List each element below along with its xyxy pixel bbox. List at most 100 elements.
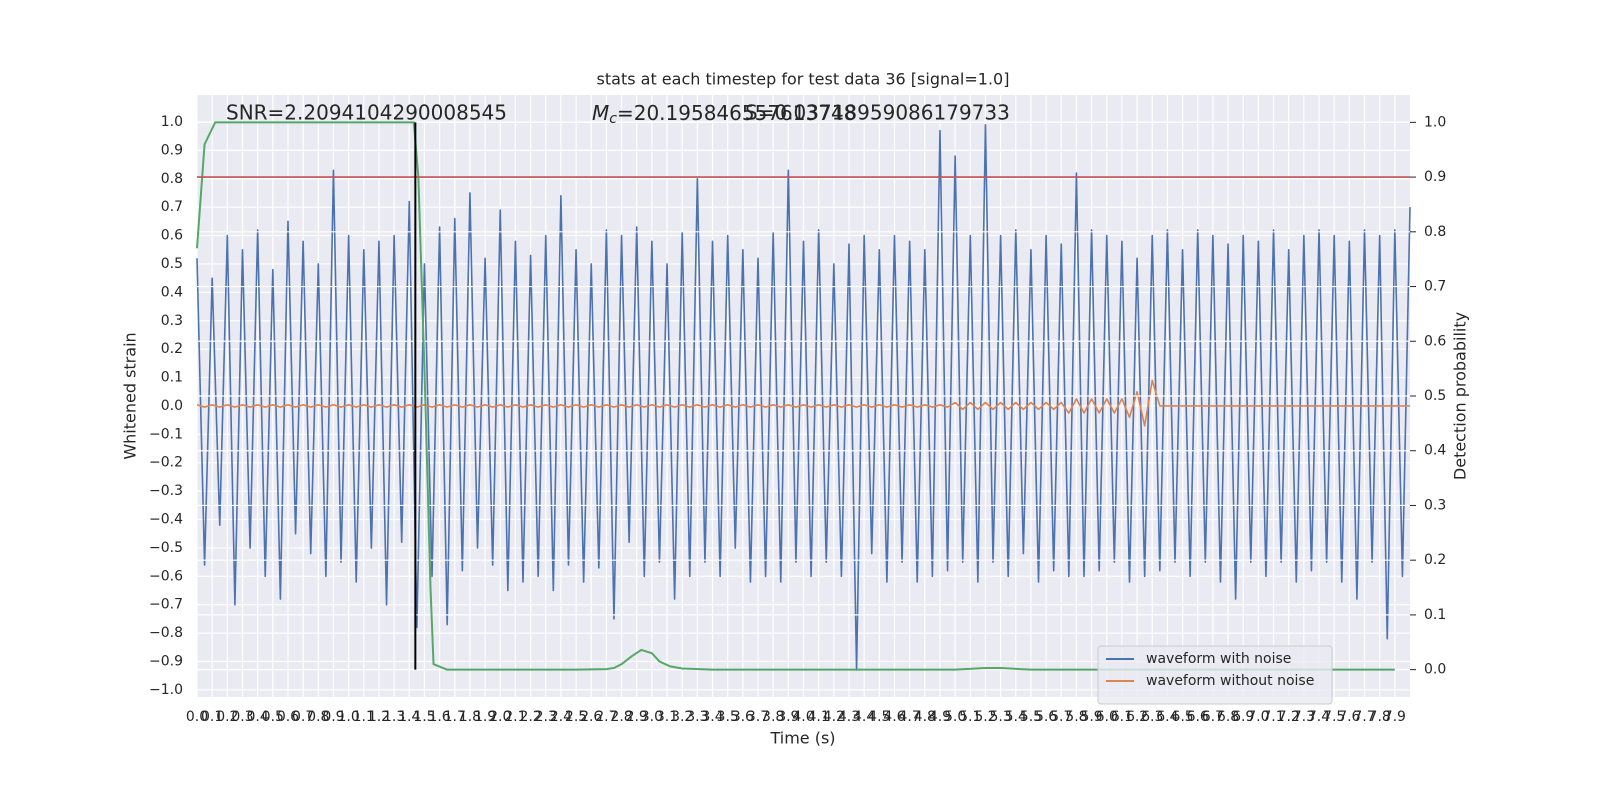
- y-tick-label: −0.6: [149, 568, 183, 584]
- x-tick-label: 7.3: [1293, 709, 1315, 725]
- x-tick-label: 4.0: [792, 709, 814, 725]
- y-axis-label: Whitened strain: [121, 332, 140, 459]
- x-tick-label: 2.0: [489, 709, 511, 725]
- x-tick-label: 4.3: [838, 709, 860, 725]
- x-tick-label: 2.1: [504, 709, 526, 725]
- x-tick-label: 3.9: [777, 709, 799, 725]
- x-tick-label: 1.2: [368, 709, 390, 725]
- x-tick-label: 6.7: [1202, 709, 1224, 725]
- x-tick-label: 1.6: [428, 709, 450, 725]
- x-tick-label: 0.9: [322, 709, 344, 725]
- x-tick-label: 5.1: [959, 709, 981, 725]
- x-tick-label: 0.1: [201, 709, 223, 725]
- y-tick-label: 0.4: [161, 284, 183, 300]
- x-tick-label: 0.6: [277, 709, 299, 725]
- annotation: SNR=2.2094104290008545: [226, 101, 507, 125]
- y-tick-label: −0.4: [149, 512, 183, 528]
- x-tick-label: 3.3: [686, 709, 708, 725]
- annotation-text: =20.195846557613748: [617, 101, 856, 125]
- x-tick-label: 0.2: [216, 709, 238, 725]
- x-tick-label: 6.0: [1096, 709, 1118, 725]
- x-tick-label: 4.6: [883, 709, 905, 725]
- y-tick-label: 0.7: [161, 199, 183, 215]
- y-tick-label: −0.2: [149, 455, 183, 471]
- x-tick-label: 2.3: [535, 709, 557, 725]
- x-tick-label: 6.8: [1217, 709, 1239, 725]
- waveform-line: [196, 379, 1410, 427]
- y-tick-label: −1.0: [149, 682, 183, 698]
- x-tick-label: 1.4: [398, 709, 420, 725]
- y2-tick-label: 0.8: [1424, 224, 1446, 240]
- x-tick-label: 6.9: [1232, 709, 1254, 725]
- x-tick-label: 0.3: [231, 709, 253, 725]
- x-tick-label: 3.6: [732, 709, 754, 725]
- x-tick-label: 1.7: [444, 709, 466, 725]
- x-tick-label: 4.1: [808, 709, 830, 725]
- y2-tick-label: 0.3: [1424, 497, 1446, 513]
- x-tick-label: 4.5: [868, 709, 890, 725]
- x-tick-label: 4.7: [899, 709, 921, 725]
- y2-tick-label: 0.5: [1424, 388, 1446, 404]
- y-tick-label: 0.2: [161, 341, 183, 357]
- x-tick-label: 1.8: [459, 709, 481, 725]
- legend: waveform with noise waveform without nois…: [1097, 645, 1333, 705]
- x-tick-label: 0.0: [186, 709, 208, 725]
- x-tick-label: 1.9: [474, 709, 496, 725]
- y2-axis-label: Detection probability: [1451, 312, 1470, 480]
- x-tick-label: 3.4: [701, 709, 723, 725]
- x-tick-label: 2.4: [550, 709, 572, 725]
- y-tick-label: −0.8: [149, 625, 183, 641]
- waveform-line: [196, 124, 1411, 671]
- y2-tick-label: 0.7: [1424, 279, 1446, 295]
- x-tick-label: 5.8: [1065, 709, 1087, 725]
- x-tick-label: 4.4: [853, 709, 875, 725]
- y2-tick-label: 1.0: [1424, 114, 1446, 130]
- x-tick-label: 6.4: [1156, 709, 1178, 725]
- legend-label: waveform with noise: [1146, 651, 1291, 667]
- x-tick-label: 5.9: [1080, 709, 1102, 725]
- y-tick-label: −0.5: [149, 540, 183, 556]
- x-tick-label: 3.2: [671, 709, 693, 725]
- x-tick-label: 7.6: [1338, 709, 1360, 725]
- x-tick-label: 2.7: [595, 709, 617, 725]
- annotation-subscript: c: [609, 111, 617, 127]
- x-tick-label: 7.0: [1247, 709, 1269, 725]
- x-tick-label: 6.6: [1187, 709, 1209, 725]
- x-tick-label: 0.4: [247, 709, 269, 725]
- x-tick-label: 6.3: [1141, 709, 1163, 725]
- x-tick-label: 5.5: [1020, 709, 1042, 725]
- x-tick-label: 4.2: [823, 709, 845, 725]
- y-tick-label: 0.8: [161, 171, 183, 187]
- annotation-symbol: M: [592, 101, 609, 125]
- x-tick-label: 1.0: [337, 709, 359, 725]
- x-tick-label: 2.2: [519, 709, 541, 725]
- legend-box: [1097, 645, 1333, 705]
- x-tick-label: 5.0: [944, 709, 966, 725]
- x-tick-label: 5.3: [989, 709, 1011, 725]
- y-tick-label: −0.9: [149, 654, 183, 670]
- y-tick-label: −0.3: [149, 483, 183, 499]
- x-tick-label: 0.8: [307, 709, 329, 725]
- x-tick-label: 4.9: [929, 709, 951, 725]
- x-tick-label: 1.1: [353, 709, 375, 725]
- annotation: S=0.03718959086179733: [745, 101, 1010, 125]
- x-tick-label: 3.0: [641, 709, 663, 725]
- y-tick-label: 1.0: [161, 114, 183, 130]
- x-tick-label: 7.7: [1353, 709, 1375, 725]
- x-tick-label: 2.9: [626, 709, 648, 725]
- x-tick-label: 3.7: [747, 709, 769, 725]
- x-tick-label: 3.1: [656, 709, 678, 725]
- y-tick-label: 0.0: [161, 398, 183, 414]
- x-tick-label: 2.6: [580, 709, 602, 725]
- x-tick-label: 0.7: [292, 709, 314, 725]
- legend-label: waveform without noise: [1146, 673, 1314, 689]
- x-tick-label: 6.2: [1126, 709, 1148, 725]
- chart-title: stats at each timestep for test data 36 …: [597, 70, 1010, 89]
- x-tick-label: 7.2: [1278, 709, 1300, 725]
- x-tick-label: 7.8: [1369, 709, 1391, 725]
- y-tick-label: 0.9: [161, 142, 183, 158]
- probability-line: [196, 121, 1395, 671]
- y-tick-label: 0.6: [161, 228, 183, 244]
- x-tick-label: 7.9: [1384, 709, 1406, 725]
